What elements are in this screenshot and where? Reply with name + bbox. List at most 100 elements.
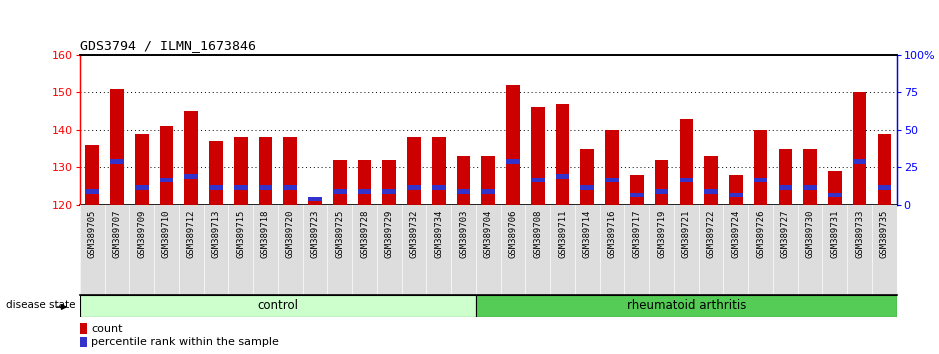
Text: GSM389720: GSM389720 xyxy=(285,210,295,258)
Bar xyxy=(556,104,569,205)
Bar xyxy=(135,185,148,190)
Bar xyxy=(85,145,99,205)
Text: GSM389723: GSM389723 xyxy=(311,210,319,258)
Bar xyxy=(506,159,520,164)
Text: GSM389706: GSM389706 xyxy=(509,210,517,258)
Text: GSM389724: GSM389724 xyxy=(731,210,740,258)
Bar xyxy=(110,88,124,205)
Text: control: control xyxy=(257,299,299,313)
Text: GSM389722: GSM389722 xyxy=(706,210,716,258)
Bar xyxy=(630,175,643,205)
Text: GSM389731: GSM389731 xyxy=(830,210,839,258)
Text: GSM389734: GSM389734 xyxy=(434,210,443,258)
Bar xyxy=(85,189,99,194)
Text: GSM389709: GSM389709 xyxy=(137,210,146,258)
Bar xyxy=(456,156,470,205)
Bar xyxy=(828,171,841,205)
Bar xyxy=(482,189,495,194)
Text: GSM389718: GSM389718 xyxy=(261,210,270,258)
Bar xyxy=(729,175,743,205)
Bar xyxy=(432,137,446,205)
Bar xyxy=(580,149,594,205)
Bar xyxy=(630,193,643,198)
Text: GSM389730: GSM389730 xyxy=(806,210,815,258)
Bar xyxy=(234,185,248,190)
Bar xyxy=(308,197,322,201)
Bar xyxy=(333,189,346,194)
Bar xyxy=(308,201,322,205)
Text: GSM389727: GSM389727 xyxy=(781,210,790,258)
Bar xyxy=(80,324,87,334)
Bar xyxy=(654,189,669,194)
Text: percentile rank within the sample: percentile rank within the sample xyxy=(91,337,279,347)
Bar xyxy=(853,92,867,205)
Text: GSM389712: GSM389712 xyxy=(187,210,195,258)
Bar xyxy=(358,160,371,205)
Bar xyxy=(135,134,148,205)
Bar xyxy=(382,189,396,194)
Bar xyxy=(680,119,693,205)
Text: GSM389707: GSM389707 xyxy=(113,210,121,258)
Bar xyxy=(209,141,223,205)
Text: GSM389713: GSM389713 xyxy=(211,210,221,258)
Bar xyxy=(258,185,272,190)
Bar xyxy=(333,160,346,205)
Bar xyxy=(778,185,793,190)
Text: GSM389733: GSM389733 xyxy=(855,210,864,258)
Text: GSM389728: GSM389728 xyxy=(360,210,369,258)
Bar xyxy=(531,178,545,182)
Bar xyxy=(80,295,476,317)
Text: GSM389732: GSM389732 xyxy=(409,210,419,258)
Bar xyxy=(382,160,396,205)
Bar xyxy=(80,337,87,348)
Bar xyxy=(778,149,793,205)
Bar xyxy=(853,159,867,164)
Bar xyxy=(878,134,891,205)
Bar xyxy=(184,111,198,205)
Text: rheumatoid arthritis: rheumatoid arthritis xyxy=(626,299,746,313)
Bar xyxy=(432,185,446,190)
Text: GSM389735: GSM389735 xyxy=(880,210,889,258)
Bar xyxy=(476,295,897,317)
Bar xyxy=(160,126,174,205)
Text: GDS3794 / ILMN_1673846: GDS3794 / ILMN_1673846 xyxy=(80,39,255,52)
Text: GSM389726: GSM389726 xyxy=(756,210,765,258)
Bar xyxy=(878,185,891,190)
Bar xyxy=(606,178,619,182)
Bar xyxy=(184,174,198,179)
Bar xyxy=(234,137,248,205)
Bar xyxy=(160,178,174,182)
Text: GSM389703: GSM389703 xyxy=(459,210,468,258)
Bar xyxy=(654,160,669,205)
Bar xyxy=(754,130,767,205)
Bar xyxy=(531,107,545,205)
Bar xyxy=(580,185,594,190)
Bar xyxy=(803,149,817,205)
Text: GSM389721: GSM389721 xyxy=(682,210,691,258)
Bar xyxy=(680,178,693,182)
Bar xyxy=(284,185,297,190)
Bar xyxy=(556,174,569,179)
Text: GSM389714: GSM389714 xyxy=(583,210,592,258)
Bar xyxy=(828,193,841,198)
Text: GSM389704: GSM389704 xyxy=(484,210,493,258)
Text: GSM389715: GSM389715 xyxy=(237,210,245,258)
Bar xyxy=(704,189,718,194)
Bar xyxy=(729,193,743,198)
Text: GSM389719: GSM389719 xyxy=(657,210,666,258)
Bar xyxy=(606,130,619,205)
Bar xyxy=(704,156,718,205)
Bar xyxy=(209,185,223,190)
Bar xyxy=(408,137,421,205)
Bar xyxy=(258,137,272,205)
Bar xyxy=(284,137,297,205)
Bar xyxy=(456,189,470,194)
Text: GSM389716: GSM389716 xyxy=(608,210,617,258)
Text: GSM389725: GSM389725 xyxy=(335,210,345,258)
Text: GSM389711: GSM389711 xyxy=(558,210,567,258)
Bar xyxy=(506,85,520,205)
Text: GSM389710: GSM389710 xyxy=(162,210,171,258)
Text: GSM389729: GSM389729 xyxy=(385,210,393,258)
Bar xyxy=(482,156,495,205)
Text: GSM389708: GSM389708 xyxy=(533,210,543,258)
